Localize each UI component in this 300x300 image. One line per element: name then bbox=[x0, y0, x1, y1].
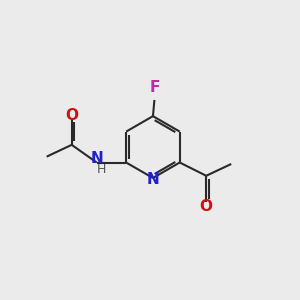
Text: N: N bbox=[147, 172, 159, 187]
Text: O: O bbox=[65, 108, 78, 123]
Text: H: H bbox=[97, 164, 106, 176]
Text: O: O bbox=[200, 199, 213, 214]
Text: N: N bbox=[90, 152, 103, 166]
Text: F: F bbox=[149, 80, 160, 95]
